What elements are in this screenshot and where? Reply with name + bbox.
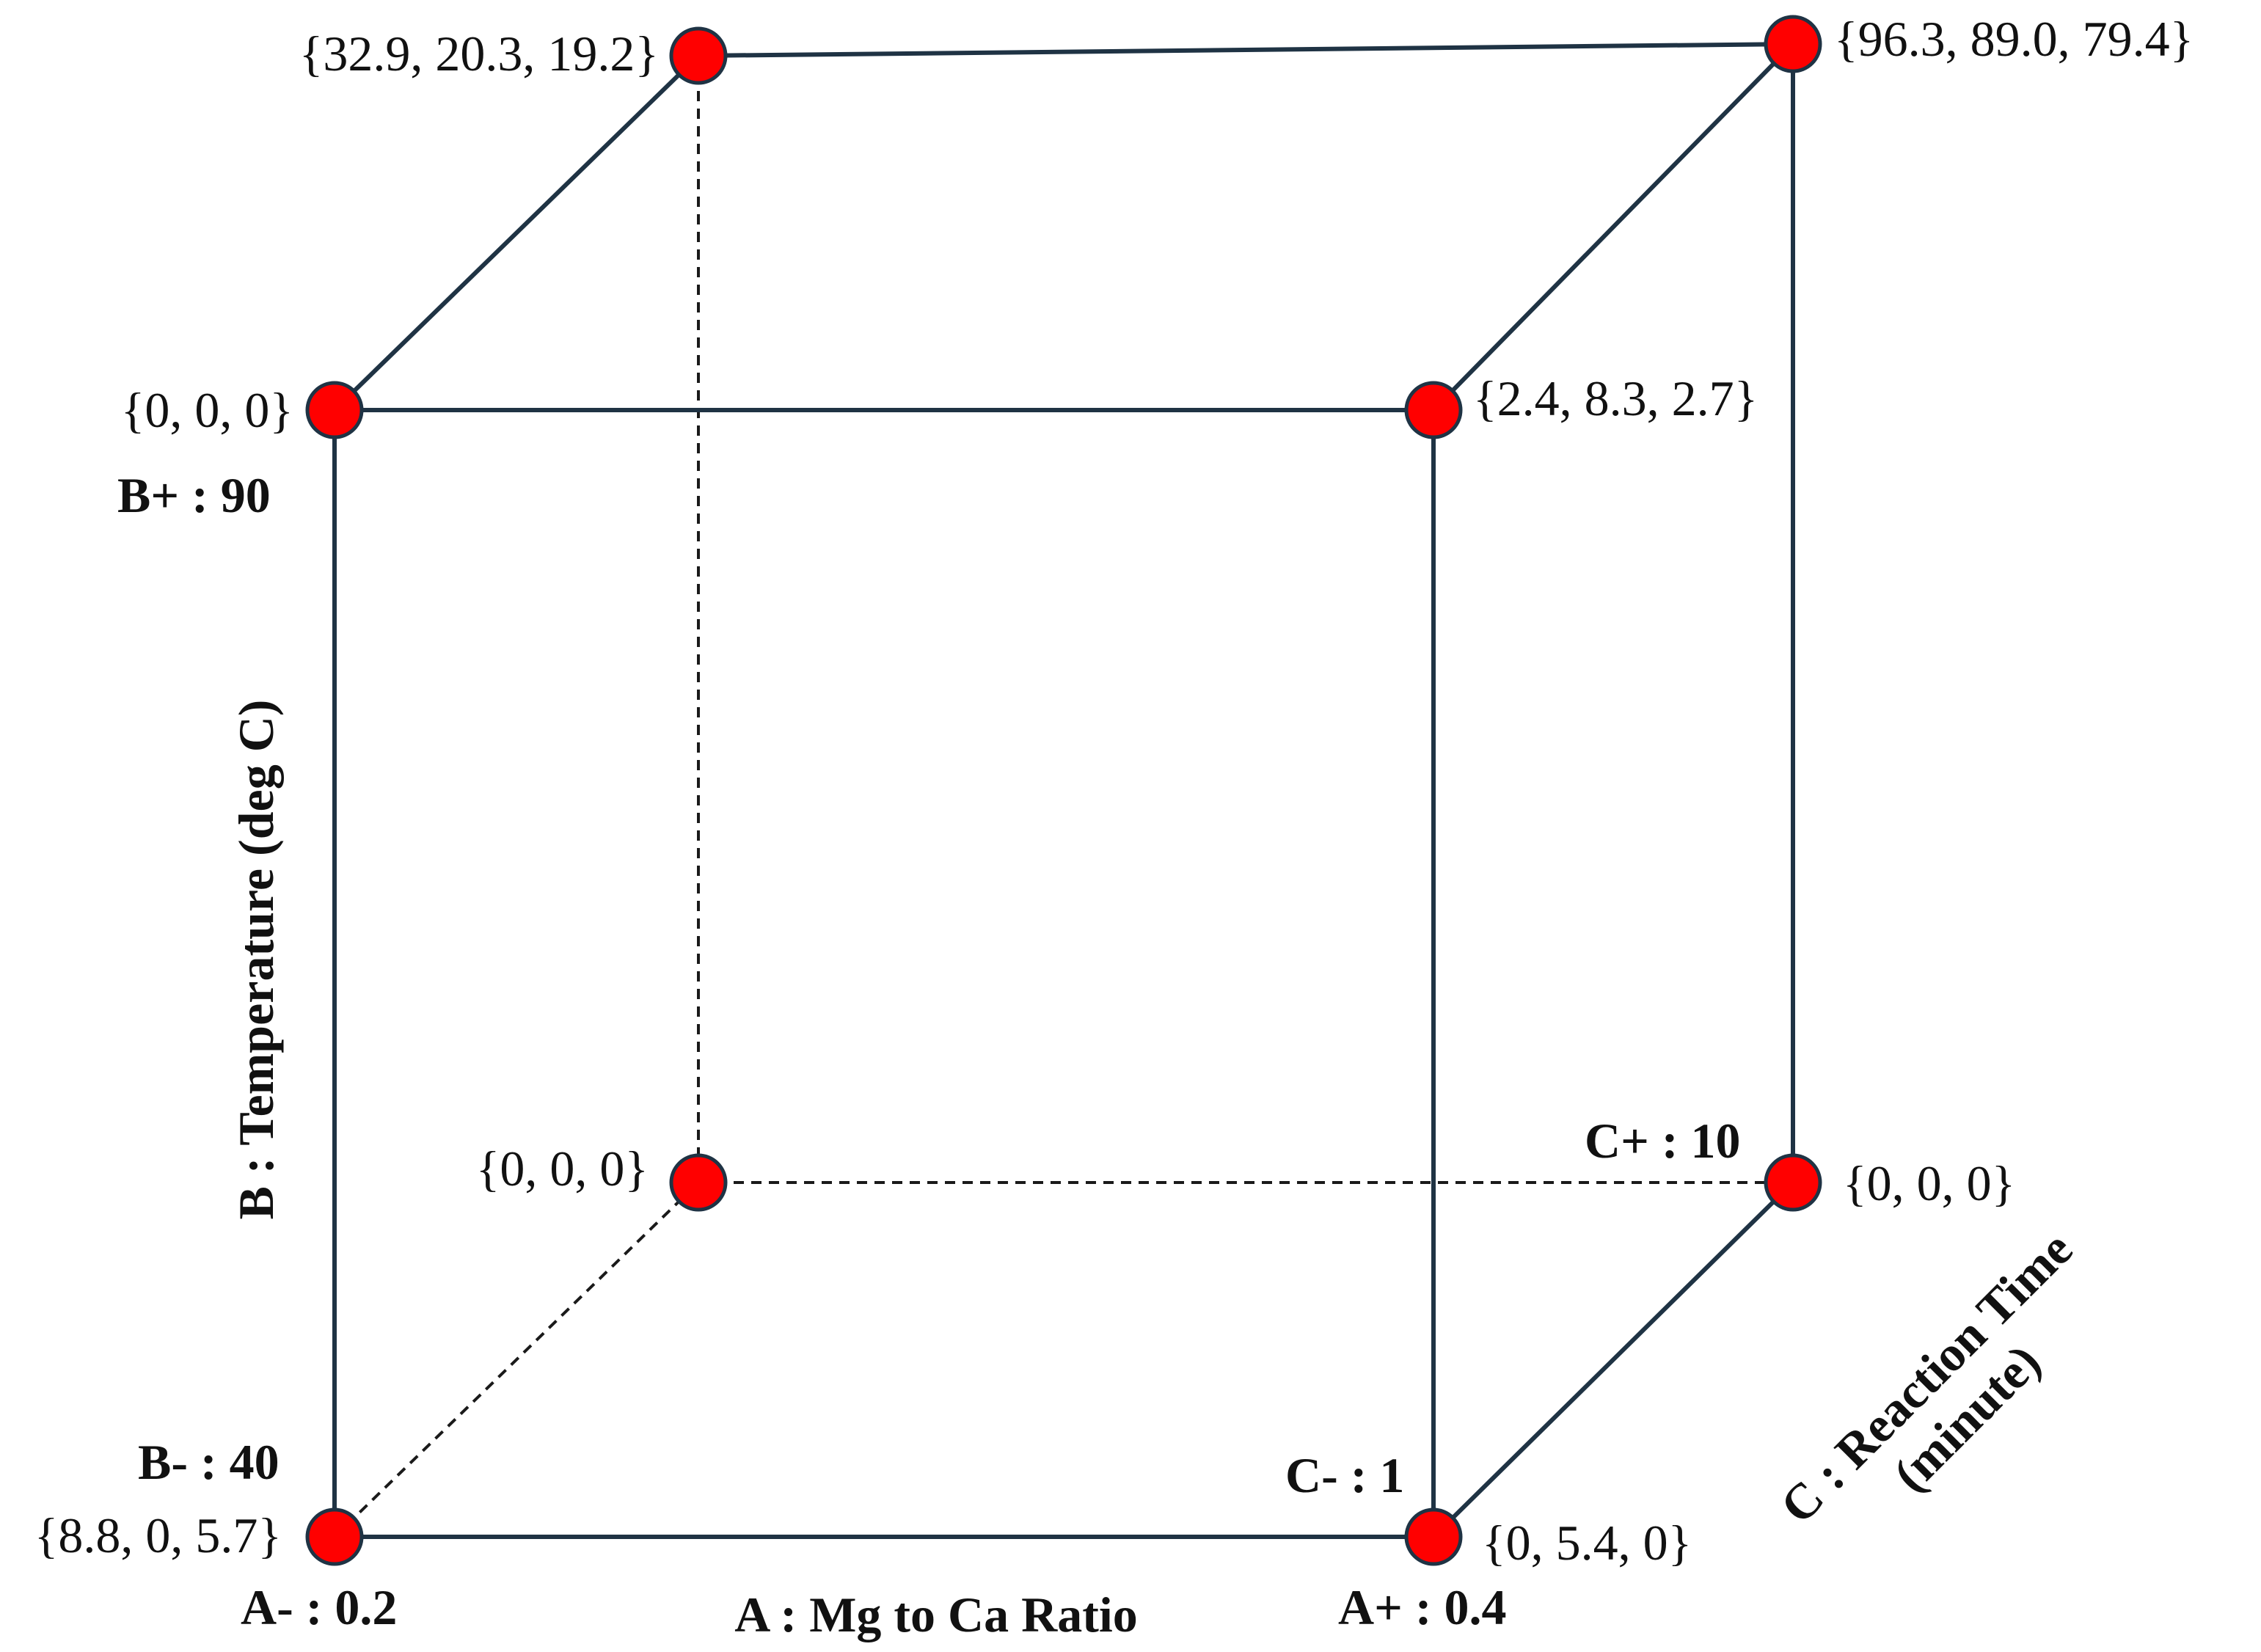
level-label-c-high: C+ : 10 <box>1585 1113 1741 1169</box>
vertex-dot-a-low-b-low-c-high <box>669 1153 728 1212</box>
vertex-dot-a-low-b-low-c-low <box>305 1507 364 1566</box>
vertex-label-a-low-b-low-c-low: {8.8, 0, 5.7} <box>34 1507 282 1563</box>
vertex-label-a-low-b-high-c-low: {0, 0, 0} <box>121 382 293 438</box>
vertex-dot-a-high-b-high-c-low <box>1404 381 1463 439</box>
vertex-label-a-low-b-low-c-high: {0, 0, 0} <box>476 1141 649 1196</box>
vertex-dot-a-high-b-low-c-low <box>1404 1507 1463 1566</box>
edge-depth-bottom-right <box>1431 1180 1795 1539</box>
edge-hidden-depth-bottom-left <box>333 1181 700 1538</box>
level-label-b-low: B- : 40 <box>138 1434 280 1490</box>
vertex-dot-a-high-b-high-c-high <box>1764 15 1822 73</box>
edge-depth-top-left <box>332 54 701 412</box>
vertex-dot-a-low-b-high-c-high <box>669 26 728 85</box>
level-label-b-high: B+ : 90 <box>117 467 271 523</box>
level-label-a-low: A- : 0.2 <box>241 1579 397 1635</box>
vertex-label-a-high-b-high-c-high: {96.3, 89.0, 79.4} <box>1834 11 2194 67</box>
edge-back-top <box>698 42 1794 58</box>
level-label-a-high: A+ : 0.4 <box>1338 1579 1507 1635</box>
axis-title-a: A : Mg to Ca Ratio <box>734 1587 1138 1642</box>
axis-title-b: B : Temperature (deg C) <box>228 700 284 1220</box>
edge-depth-top-right <box>1431 42 1795 412</box>
vertex-label-a-low-b-high-c-high: {32.9, 20.3, 19.2} <box>299 26 659 81</box>
axis-title-c: C : Reaction Time (minute) <box>1769 1221 2083 1534</box>
level-label-c-low: C- : 1 <box>1285 1447 1404 1503</box>
vertex-label-a-high-b-high-c-low: {2.4, 8.3, 2.7} <box>1473 370 1758 426</box>
vertex-dot-a-high-b-low-c-high <box>1764 1153 1822 1212</box>
vertex-label-a-high-b-low-c-low: {0, 5.4, 0} <box>1482 1515 1692 1571</box>
vertex-label-a-high-b-low-c-high: {0, 0, 0} <box>1843 1155 2015 1211</box>
vertex-dot-a-low-b-high-c-low <box>305 381 364 439</box>
